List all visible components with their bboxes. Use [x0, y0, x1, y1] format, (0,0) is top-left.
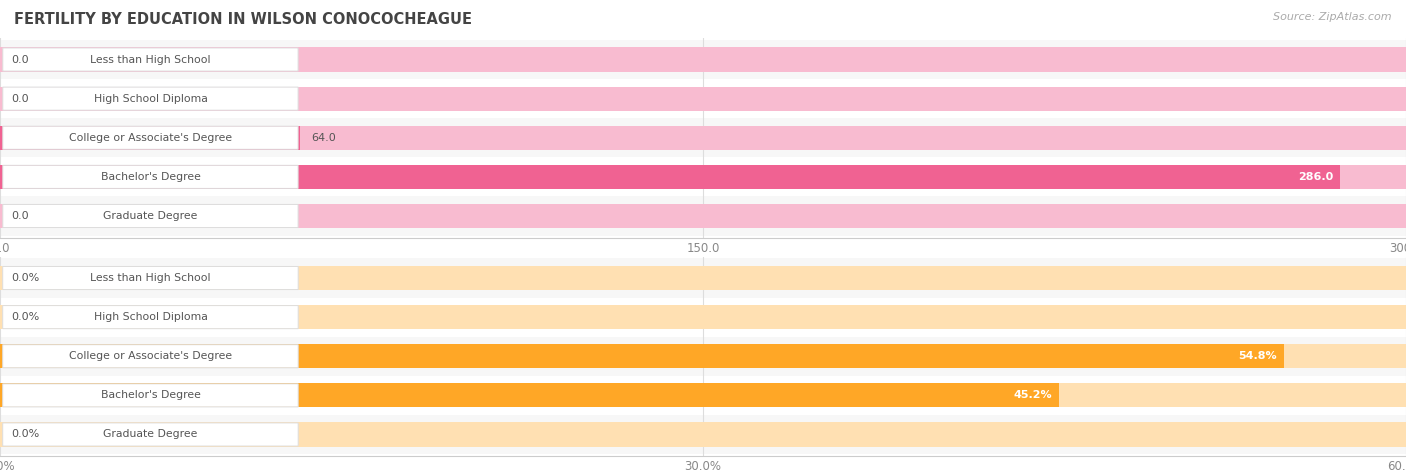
Text: 45.2%: 45.2%	[1014, 390, 1052, 400]
FancyBboxPatch shape	[3, 305, 298, 329]
Text: 0.0: 0.0	[11, 94, 30, 104]
FancyBboxPatch shape	[3, 384, 298, 407]
Bar	[0, 48, 1406, 72]
Bar	[0, 422, 1406, 446]
Bar	[0, 204, 1406, 228]
Text: Source: ZipAtlas.com: Source: ZipAtlas.com	[1274, 12, 1392, 22]
Text: 0.0: 0.0	[11, 55, 30, 65]
FancyBboxPatch shape	[3, 126, 298, 149]
FancyBboxPatch shape	[3, 165, 298, 189]
Bar	[0, 415, 1406, 454]
Bar	[0, 125, 299, 150]
Bar	[0, 197, 1406, 236]
Bar	[0, 305, 1406, 329]
Bar	[0, 266, 1406, 290]
Bar	[0, 165, 1406, 189]
Bar	[0, 344, 1406, 369]
Text: Graduate Degree: Graduate Degree	[103, 429, 198, 439]
Text: High School Diploma: High School Diploma	[94, 94, 207, 104]
Bar	[0, 258, 1406, 297]
Bar	[0, 157, 1406, 197]
FancyBboxPatch shape	[3, 48, 298, 71]
Bar	[0, 86, 1406, 111]
Text: Graduate Degree: Graduate Degree	[103, 211, 198, 221]
Text: High School Diploma: High School Diploma	[94, 312, 207, 322]
FancyBboxPatch shape	[3, 345, 298, 368]
Text: College or Associate's Degree: College or Associate's Degree	[69, 133, 232, 143]
Bar	[0, 344, 1284, 369]
Text: College or Associate's Degree: College or Associate's Degree	[69, 351, 232, 361]
FancyBboxPatch shape	[3, 423, 298, 446]
Text: FERTILITY BY EDUCATION IN WILSON CONOCOCHEAGUE: FERTILITY BY EDUCATION IN WILSON CONOCOC…	[14, 12, 472, 27]
Bar	[0, 165, 1340, 189]
Text: 64.0: 64.0	[311, 133, 336, 143]
Text: 0.0%: 0.0%	[11, 273, 39, 283]
Text: 286.0: 286.0	[1298, 172, 1333, 182]
Bar	[0, 297, 1406, 337]
Bar	[0, 79, 1406, 118]
Text: 0.0: 0.0	[11, 211, 30, 221]
Text: Less than High School: Less than High School	[90, 273, 211, 283]
Text: 0.0%: 0.0%	[11, 312, 39, 322]
FancyBboxPatch shape	[3, 87, 298, 110]
FancyBboxPatch shape	[3, 266, 298, 290]
Text: Less than High School: Less than High School	[90, 55, 211, 65]
Text: Bachelor's Degree: Bachelor's Degree	[100, 390, 201, 400]
Bar	[0, 118, 1406, 157]
Bar	[0, 376, 1406, 415]
FancyBboxPatch shape	[3, 204, 298, 228]
Bar	[0, 40, 1406, 79]
Bar	[0, 383, 1059, 408]
Text: 54.8%: 54.8%	[1239, 351, 1277, 361]
Bar	[0, 337, 1406, 376]
Bar	[0, 125, 1406, 150]
Bar	[0, 383, 1406, 408]
Text: 0.0%: 0.0%	[11, 429, 39, 439]
Text: Bachelor's Degree: Bachelor's Degree	[100, 172, 201, 182]
